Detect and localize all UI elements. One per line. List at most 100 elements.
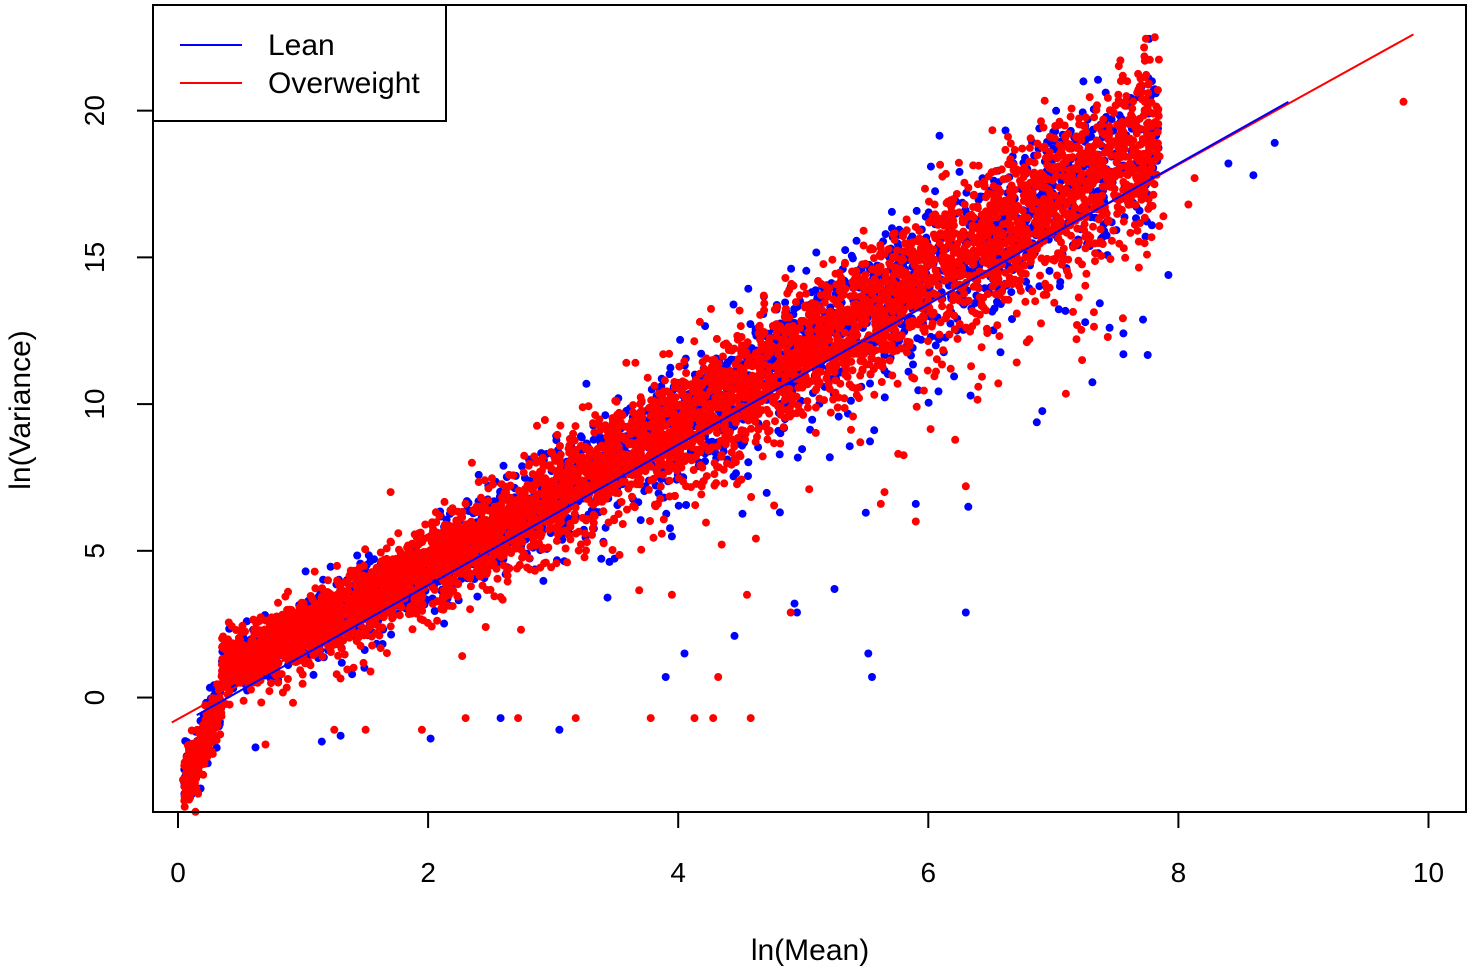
- data-point: [1073, 224, 1082, 233]
- data-point: [881, 272, 890, 281]
- data-point: [1072, 335, 1081, 344]
- data-point: [938, 360, 946, 369]
- data-point: [466, 605, 475, 614]
- data-point: [770, 501, 779, 510]
- data-point: [925, 348, 934, 357]
- data-point: [846, 396, 855, 405]
- data-point: [278, 688, 287, 697]
- data-point: [618, 520, 627, 528]
- data-point: [978, 372, 986, 381]
- data-point: [840, 328, 849, 337]
- data-point: [1096, 225, 1105, 234]
- data-point: [717, 540, 726, 549]
- data-point: [950, 372, 959, 381]
- data-point: [1164, 271, 1173, 279]
- data-point: [349, 663, 358, 672]
- data-point: [682, 369, 691, 377]
- data-point: [946, 319, 955, 328]
- data-point: [758, 452, 767, 461]
- data-point: [408, 625, 417, 634]
- data-point: [518, 462, 527, 471]
- data-point: [480, 476, 489, 485]
- data-point: [988, 307, 997, 316]
- data-point: [1141, 232, 1150, 241]
- data-point: [539, 576, 548, 585]
- data-point: [556, 421, 565, 430]
- data-point: [913, 334, 922, 343]
- data-point: [570, 510, 579, 518]
- data-point: [1153, 128, 1162, 137]
- data-point: [1105, 323, 1114, 332]
- data-point: [730, 631, 739, 640]
- data-point: [1249, 171, 1258, 180]
- data-point: [1010, 145, 1019, 154]
- data-point: [781, 298, 790, 307]
- data-point: [1089, 222, 1097, 231]
- data-point: [1008, 315, 1016, 324]
- data-point: [533, 421, 541, 430]
- data-point: [530, 452, 539, 461]
- data-point: [588, 524, 597, 533]
- data-point: [553, 430, 562, 439]
- data-point: [571, 503, 580, 512]
- data-point: [1139, 315, 1147, 324]
- data-point: [924, 337, 932, 346]
- data-point: [1094, 75, 1102, 84]
- data-point: [868, 673, 876, 681]
- data-point: [859, 241, 868, 250]
- data-point: [808, 415, 817, 424]
- data-point: [576, 432, 585, 441]
- data-point: [665, 370, 674, 379]
- data-point: [1135, 206, 1144, 215]
- data-point: [710, 481, 719, 490]
- data-point: [1067, 104, 1076, 113]
- data-point: [793, 608, 801, 617]
- data-point: [1081, 281, 1090, 290]
- data-point: [1006, 139, 1015, 148]
- data-point: [440, 619, 449, 628]
- data-point: [680, 649, 689, 658]
- data-point: [493, 574, 502, 583]
- data-point: [881, 230, 890, 239]
- data-point: [646, 517, 654, 525]
- data-point: [811, 428, 820, 437]
- data-point: [930, 200, 939, 209]
- data-point: [870, 390, 879, 399]
- data-point: [1150, 33, 1159, 42]
- data-point: [1039, 123, 1048, 132]
- data-point: [675, 362, 684, 371]
- data-point: [866, 379, 874, 388]
- data-point: [776, 439, 785, 448]
- data-point: [955, 167, 964, 176]
- data-point: [847, 425, 855, 434]
- data-point: [430, 607, 439, 615]
- data-point: [823, 369, 832, 378]
- data-point: [674, 501, 683, 510]
- data-point: [961, 608, 970, 617]
- data-point: [337, 658, 346, 667]
- data-point: [697, 349, 706, 358]
- data-point: [1097, 251, 1106, 260]
- data-point: [615, 550, 624, 559]
- data-point: [318, 584, 327, 593]
- data-point: [996, 348, 1005, 357]
- data-point: [1107, 115, 1116, 124]
- data-point: [326, 562, 335, 571]
- data-point: [954, 158, 963, 167]
- data-point: [421, 520, 430, 529]
- data-point: [597, 554, 606, 563]
- data-point: [593, 444, 602, 453]
- data-point: [1144, 89, 1153, 98]
- data-point: [1088, 378, 1097, 387]
- data-point: [787, 264, 796, 273]
- data-point: [733, 480, 741, 489]
- data-point: [555, 725, 564, 734]
- data-point: [974, 382, 983, 391]
- data-point: [935, 131, 944, 140]
- data-point: [1038, 407, 1047, 416]
- data-point: [799, 410, 808, 419]
- data-point: [702, 518, 710, 527]
- data-point: [1081, 113, 1090, 122]
- data-point: [343, 665, 352, 674]
- data-point: [924, 398, 933, 407]
